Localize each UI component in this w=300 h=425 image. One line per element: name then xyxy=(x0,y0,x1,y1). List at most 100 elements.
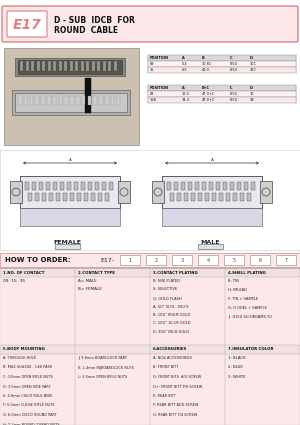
Bar xyxy=(216,182,220,190)
Bar xyxy=(111,96,114,105)
Text: 32.0: 32.0 xyxy=(182,92,190,96)
Text: F: REAR BITT ADD SCREW: F: REAR BITT ADD SCREW xyxy=(153,403,199,408)
Text: D - SUB  IDCB  FOR: D - SUB IDCB FOR xyxy=(54,15,135,25)
Bar xyxy=(148,85,296,91)
Bar xyxy=(226,193,230,201)
Text: H: 7.1mm ROUND 7 BEAD NUTS: H: 7.1mm ROUND 7 BEAD NUTS xyxy=(3,422,60,425)
Bar xyxy=(86,61,89,71)
Text: C: C xyxy=(230,86,232,90)
Bar xyxy=(58,61,61,71)
Bar xyxy=(10,181,22,203)
Text: 8.50: 8.50 xyxy=(230,62,238,66)
Bar xyxy=(177,193,181,201)
Text: A: THROUGH HOLE: A: THROUGH HOLE xyxy=(3,356,36,360)
Bar xyxy=(109,182,113,190)
Text: C: C xyxy=(230,56,232,60)
Text: B: TIN: B: TIN xyxy=(228,279,239,283)
Text: 39C: 39C xyxy=(250,68,257,72)
Bar xyxy=(53,182,57,190)
Bar xyxy=(91,193,95,201)
Bar xyxy=(247,193,251,201)
Text: 09  15  35: 09 15 35 xyxy=(3,279,25,283)
Text: 3.CONTACT PLATING: 3.CONTACT PLATING xyxy=(153,270,198,275)
Text: F: TIN + SAMPLE: F: TIN + SAMPLE xyxy=(228,297,258,301)
Bar xyxy=(188,182,192,190)
Bar xyxy=(4,48,139,145)
Text: E17-: E17- xyxy=(100,258,114,263)
Bar xyxy=(102,182,106,190)
Bar xyxy=(24,96,27,105)
Text: 3: WHITE: 3: WHITE xyxy=(228,375,246,379)
Text: C: 3.0mm OPEN RIFLE NUTS: C: 3.0mm OPEN RIFLE NUTS xyxy=(3,375,53,379)
Bar xyxy=(41,96,45,105)
Bar xyxy=(152,181,164,203)
FancyBboxPatch shape xyxy=(7,11,47,37)
Text: D: D xyxy=(250,56,253,60)
Bar xyxy=(212,193,216,201)
Bar xyxy=(92,61,94,71)
Text: D: D xyxy=(250,86,253,90)
Bar xyxy=(118,181,130,203)
Text: 5.4: 5.4 xyxy=(182,62,188,66)
Bar xyxy=(15,93,127,112)
Text: 30C: 30C xyxy=(250,62,257,66)
Bar xyxy=(224,255,244,265)
Text: POSITION: POSITION xyxy=(150,86,169,90)
Text: MALE: MALE xyxy=(200,240,220,244)
Text: C: 15U" 16-CR GOLD: C: 15U" 16-CR GOLD xyxy=(153,321,190,326)
Bar xyxy=(97,61,100,71)
Text: B: 10U" IRIUM GOLD: B: 10U" IRIUM GOLD xyxy=(153,313,190,317)
Bar xyxy=(237,182,241,190)
Text: D: 3.0mm OPEN SIDE PART: D: 3.0mm OPEN SIDE PART xyxy=(3,385,51,388)
Bar xyxy=(209,182,213,190)
Bar xyxy=(195,182,199,190)
Bar xyxy=(251,182,255,190)
Bar xyxy=(37,61,40,71)
Bar xyxy=(120,255,140,265)
Text: 7: 7 xyxy=(284,258,288,263)
Bar xyxy=(18,60,122,74)
Bar xyxy=(20,208,120,226)
Bar xyxy=(103,61,106,71)
Bar xyxy=(39,182,43,190)
Text: E17: E17 xyxy=(13,18,41,32)
Text: A= MALE: A= MALE xyxy=(78,279,97,283)
Bar xyxy=(58,96,62,105)
Bar xyxy=(20,61,23,71)
Bar xyxy=(191,193,195,201)
Bar xyxy=(70,61,73,71)
Text: E: 4.8mm CISCO RULE BNIS: E: 4.8mm CISCO RULE BNIS xyxy=(3,394,52,398)
Text: 4.SHELL PLATING: 4.SHELL PLATING xyxy=(228,270,266,275)
Text: J: .015U SU-HROAMS TU: J: .015U SU-HROAMS TU xyxy=(228,315,272,319)
Text: B: FRONT BITT: B: FRONT BITT xyxy=(153,366,178,369)
Text: 1: 1 xyxy=(128,258,132,263)
Text: B= FEMALE: B= FEMALE xyxy=(78,287,102,291)
Text: K: 1.4mm INJBOARDLOCK NUTS: K: 1.4mm INJBOARDLOCK NUTS xyxy=(78,366,134,369)
Bar xyxy=(30,96,33,105)
Bar xyxy=(56,193,60,201)
Text: 47.0+C: 47.0+C xyxy=(202,92,215,96)
Text: 39: 39 xyxy=(250,98,254,102)
Text: A: A xyxy=(182,56,185,60)
Text: FEMALE: FEMALE xyxy=(53,240,81,244)
Bar xyxy=(93,96,97,105)
Bar xyxy=(46,182,50,190)
Text: 1: BLACK: 1: BLACK xyxy=(228,356,246,360)
Bar xyxy=(55,244,80,249)
Bar xyxy=(75,61,78,71)
Bar xyxy=(0,253,300,267)
Bar xyxy=(148,61,296,67)
Bar xyxy=(31,61,34,71)
Bar xyxy=(95,182,99,190)
Bar xyxy=(167,182,171,190)
Text: 47.0+C: 47.0+C xyxy=(202,98,215,102)
Bar xyxy=(28,193,32,201)
Bar xyxy=(67,182,71,190)
Bar xyxy=(15,58,125,76)
Text: H: IMLEAD: H: IMLEAD xyxy=(228,288,247,292)
Bar xyxy=(108,61,111,71)
Bar xyxy=(198,244,223,249)
Text: B: SINI PLATED: B: SINI PLATED xyxy=(153,279,180,283)
Text: G: FRONT BITS  A/U SCREW: G: FRONT BITS A/U SCREW xyxy=(153,375,201,379)
Text: L: 3.5mm OPEN RIFLE NUTS: L: 3.5mm OPEN RIFLE NUTS xyxy=(78,375,127,379)
